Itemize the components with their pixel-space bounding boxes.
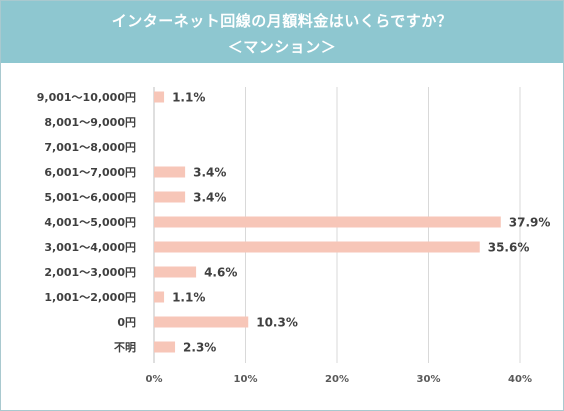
- category-label: 2,001〜3,000円: [44, 266, 136, 279]
- x-tick-label: 10%: [234, 374, 258, 385]
- category-label: 6,001〜7,000円: [44, 166, 136, 179]
- x-tick-label: 30%: [417, 374, 441, 385]
- bar: [154, 166, 186, 178]
- data-label: 37.9%: [509, 216, 551, 230]
- bar: [154, 291, 165, 303]
- x-tick-label: 20%: [325, 374, 349, 385]
- chart-title: インターネット回線の月額料金はいくらですか？: [111, 12, 453, 30]
- bar: [154, 191, 186, 203]
- x-tick-label: 40%: [508, 374, 532, 385]
- category-label: 8,001〜9,000円: [44, 116, 136, 129]
- bar: [154, 241, 480, 253]
- category-label: 不明: [114, 341, 136, 354]
- data-label: 2.3%: [183, 341, 216, 355]
- category-label: 9,001〜10,000円: [37, 91, 136, 104]
- data-label: 4.6%: [204, 266, 237, 280]
- data-label: 1.1%: [172, 291, 205, 305]
- bar: [154, 266, 197, 278]
- data-label: 35.6%: [488, 241, 530, 255]
- chart-subtitle: ＜マンション＞: [227, 38, 337, 56]
- data-label: 10.3%: [256, 316, 298, 330]
- data-label: 3.4%: [193, 166, 226, 180]
- x-tick-label: 0%: [146, 374, 163, 385]
- category-label: 4,001〜5,000円: [44, 216, 136, 229]
- data-label: 1.1%: [172, 91, 205, 105]
- category-label: 7,001〜8,000円: [44, 141, 136, 154]
- bar: [154, 316, 249, 328]
- data-label: 3.4%: [193, 191, 226, 205]
- category-label: 3,001〜4,000円: [44, 241, 136, 254]
- bar: [154, 341, 176, 353]
- bar: [154, 91, 165, 103]
- category-label: 0円: [117, 316, 136, 329]
- chart-header: インターネット回線の月額料金はいくらですか？ ＜マンション＞: [1, 1, 563, 63]
- category-label: 5,001〜6,000円: [44, 191, 136, 204]
- category-label: 1,001〜2,000円: [44, 291, 136, 304]
- bar: [154, 216, 501, 228]
